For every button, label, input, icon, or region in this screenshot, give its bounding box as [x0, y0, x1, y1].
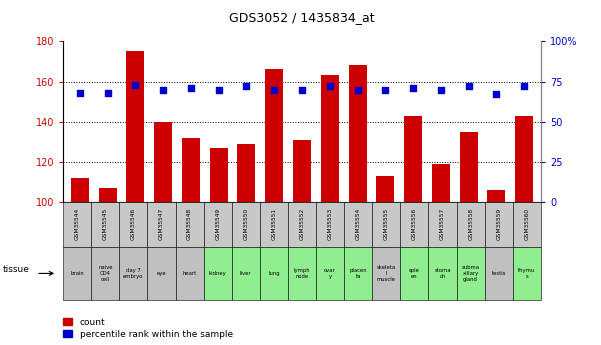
Point: [269, 87, 279, 92]
Text: GSM35553: GSM35553: [328, 208, 332, 240]
Point: [436, 87, 446, 92]
Bar: [404, 116, 422, 202]
Text: GSM35559: GSM35559: [496, 208, 501, 240]
Text: skeleta
l
muscle: skeleta l muscle: [377, 265, 396, 282]
Point: [214, 87, 224, 92]
Text: GSM35555: GSM35555: [384, 208, 389, 240]
Text: GSM35545: GSM35545: [103, 208, 108, 240]
Text: stoma
ch: stoma ch: [435, 268, 451, 279]
Text: day 7
embryo: day 7 embryo: [123, 268, 144, 279]
Text: GSM35552: GSM35552: [299, 208, 305, 240]
Point: [186, 85, 196, 91]
Point: [130, 82, 140, 88]
Text: naive
CD4
cell: naive CD4 cell: [98, 265, 112, 282]
Text: GSM35549: GSM35549: [215, 208, 220, 240]
Text: GSM35547: GSM35547: [159, 208, 164, 240]
Text: tissue: tissue: [3, 265, 30, 275]
Text: brain: brain: [70, 271, 84, 276]
Point: [464, 83, 474, 89]
Bar: [99, 188, 117, 202]
Bar: [237, 144, 255, 202]
Bar: [126, 51, 144, 202]
Text: thymu
s: thymu s: [518, 268, 535, 279]
Bar: [71, 178, 89, 202]
Text: testis: testis: [492, 271, 506, 276]
Bar: [487, 190, 505, 202]
Point: [75, 90, 85, 96]
Point: [408, 85, 418, 91]
Point: [380, 87, 390, 92]
Bar: [182, 138, 200, 202]
Point: [242, 83, 251, 89]
Bar: [293, 140, 311, 202]
Bar: [210, 148, 228, 202]
Text: GSM35550: GSM35550: [243, 208, 248, 240]
Bar: [432, 164, 450, 202]
Point: [158, 87, 168, 92]
Bar: [321, 76, 339, 202]
Text: GSM35556: GSM35556: [412, 208, 417, 240]
Bar: [376, 176, 394, 202]
Text: lung: lung: [268, 271, 279, 276]
Text: GSM35560: GSM35560: [524, 208, 529, 240]
Text: sple
en: sple en: [409, 268, 420, 279]
Text: GSM35554: GSM35554: [356, 208, 361, 240]
Bar: [265, 69, 283, 202]
Text: GSM35557: GSM35557: [440, 208, 445, 240]
Point: [325, 83, 335, 89]
Point: [297, 87, 307, 92]
Text: eye: eye: [157, 271, 166, 276]
Text: kidney: kidney: [209, 271, 227, 276]
Text: GDS3052 / 1435834_at: GDS3052 / 1435834_at: [229, 11, 375, 24]
Text: GSM35551: GSM35551: [272, 208, 276, 240]
Text: placen
ta: placen ta: [349, 268, 367, 279]
Bar: [154, 121, 172, 202]
Bar: [460, 132, 478, 202]
Text: GSM35544: GSM35544: [75, 208, 80, 240]
Text: GSM35548: GSM35548: [187, 208, 192, 240]
Legend: count, percentile rank within the sample: count, percentile rank within the sample: [62, 316, 234, 341]
Text: liver: liver: [240, 271, 252, 276]
Text: lymph
node: lymph node: [294, 268, 310, 279]
Text: heart: heart: [183, 271, 197, 276]
Text: GSM35558: GSM35558: [468, 208, 473, 240]
Text: GSM35546: GSM35546: [131, 208, 136, 240]
Bar: [349, 66, 367, 202]
Point: [492, 91, 501, 97]
Text: subma
xillary
gland: subma xillary gland: [462, 265, 480, 282]
Bar: [515, 116, 533, 202]
Point: [353, 87, 362, 92]
Point: [519, 83, 529, 89]
Text: ovar
y: ovar y: [324, 268, 336, 279]
Point: [103, 90, 112, 96]
